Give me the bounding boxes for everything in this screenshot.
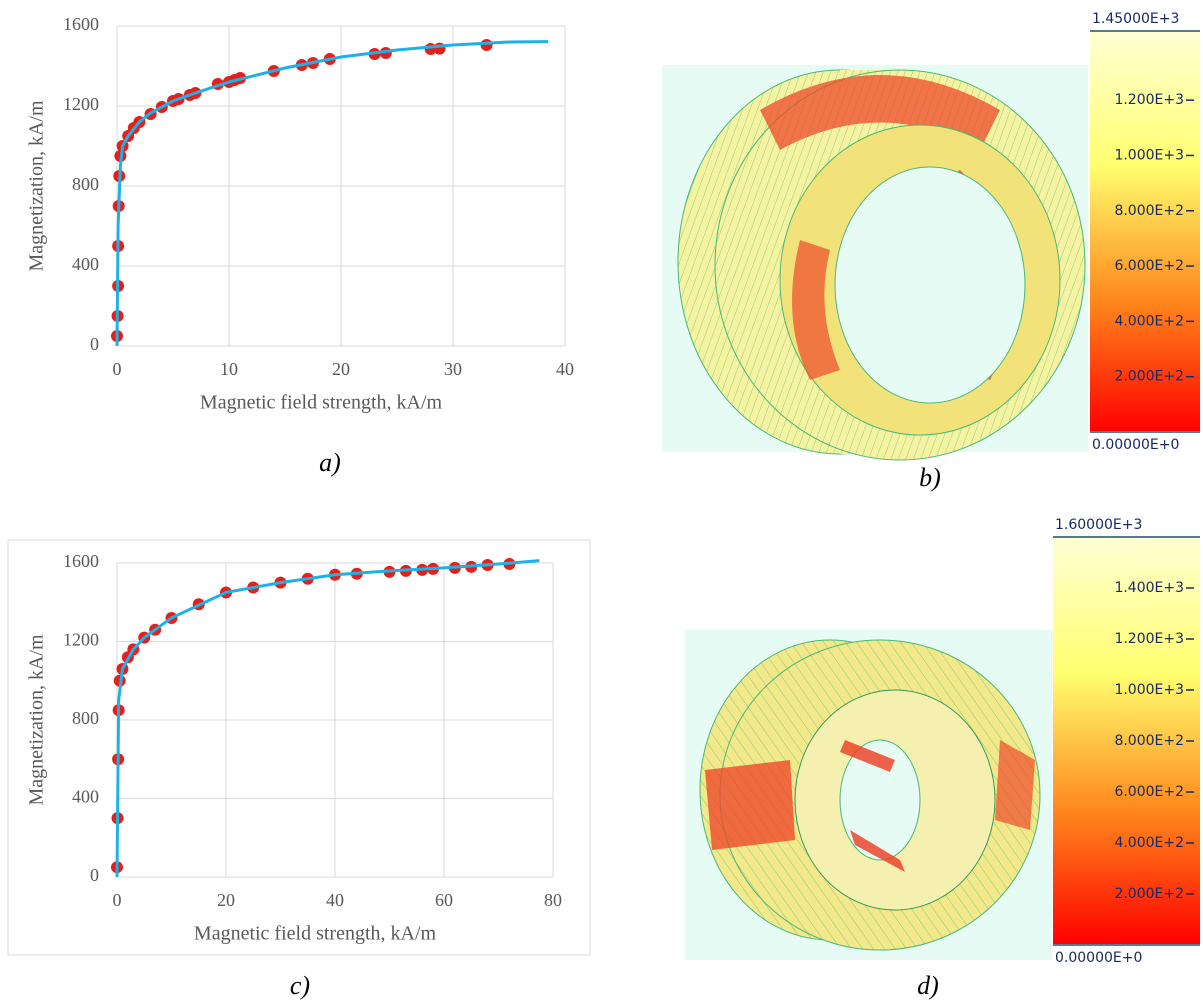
colorbar-label: 1.200E+3 bbox=[1114, 631, 1184, 647]
colorbar-label: 2.000E+2 bbox=[1114, 886, 1184, 902]
colorbar-label: 4.000E+2 bbox=[1114, 835, 1184, 851]
chart-border bbox=[8, 540, 590, 955]
x-tick-label: 30 bbox=[444, 359, 462, 379]
y-tick-label: 400 bbox=[72, 787, 99, 807]
x-tick-label: 80 bbox=[544, 890, 562, 910]
y-tick-label: 0 bbox=[90, 865, 99, 885]
caption: d) bbox=[917, 971, 939, 1000]
y-tick-label: 1600 bbox=[63, 14, 99, 34]
y-tick-label: 800 bbox=[72, 174, 99, 194]
colorbar-label: 1.45000E+3 bbox=[1092, 11, 1179, 27]
y-tick-label: 400 bbox=[72, 254, 99, 274]
x-axis-label: Magnetic field strength, kA/m bbox=[200, 392, 443, 414]
caption: c) bbox=[290, 971, 310, 1000]
x-tick-label: 20 bbox=[332, 359, 350, 379]
y-tick-label: 800 bbox=[72, 708, 99, 728]
colorbar-label: 2.000E+2 bbox=[1114, 369, 1184, 385]
colorbar-label: 1.60000E+3 bbox=[1055, 517, 1142, 533]
x-tick-label: 40 bbox=[326, 890, 344, 910]
y-tick-label: 0 bbox=[90, 334, 99, 354]
x-tick-label: 0 bbox=[113, 890, 122, 910]
colorbar-label: 6.000E+2 bbox=[1114, 258, 1184, 274]
figure: 040080012001600010203040Magnetic field s… bbox=[0, 0, 1203, 1008]
y-tick-label: 1200 bbox=[63, 94, 99, 114]
render-b bbox=[662, 65, 1088, 460]
y-tick-label: 1200 bbox=[63, 630, 99, 650]
x-axis-label: Magnetic field strength, kA/m bbox=[194, 923, 437, 945]
y-tick-label: 1600 bbox=[63, 551, 99, 571]
x-tick-label: 20 bbox=[217, 890, 235, 910]
x-tick-label: 0 bbox=[113, 359, 122, 379]
fit-line bbox=[117, 561, 539, 877]
y-axis-label: Magnetization, kA/m bbox=[26, 100, 48, 272]
y-axis-label: Magnetization, kA/m bbox=[26, 634, 48, 806]
render-d bbox=[685, 630, 1052, 960]
fit-line bbox=[117, 42, 548, 346]
colorbar-label: 1.000E+3 bbox=[1114, 147, 1184, 163]
colorbar-label: 8.000E+2 bbox=[1114, 203, 1184, 219]
colorbar-label: 0.00000E+0 bbox=[1092, 437, 1179, 453]
x-tick-label: 10 bbox=[220, 359, 238, 379]
caption: b) bbox=[919, 463, 941, 492]
colorbar-label: 1.000E+3 bbox=[1114, 682, 1184, 698]
colorbar-label: 0.00000E+0 bbox=[1055, 950, 1142, 966]
colorbar-label: 8.000E+2 bbox=[1114, 733, 1184, 749]
data-point bbox=[481, 39, 493, 51]
colorbar-label: 1.200E+3 bbox=[1114, 92, 1184, 108]
colorbar-label: 4.000E+2 bbox=[1114, 313, 1184, 329]
x-tick-label: 40 bbox=[556, 359, 574, 379]
colorbar-label: 6.000E+2 bbox=[1114, 784, 1184, 800]
colorbar-label: 1.400E+3 bbox=[1114, 580, 1184, 596]
caption: a) bbox=[319, 448, 341, 477]
x-tick-label: 60 bbox=[435, 890, 453, 910]
